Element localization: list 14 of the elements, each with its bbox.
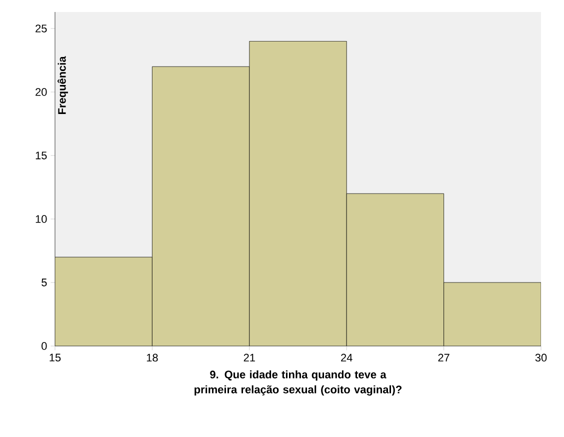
x-tick-label: 18 <box>146 354 158 362</box>
x-tick-label: 21 <box>244 354 255 362</box>
y-tick-label: 25 <box>36 24 47 32</box>
x-tick-label: 24 <box>341 354 352 362</box>
y-tick-label: 20 <box>36 88 47 96</box>
y-tick-label: 5 <box>42 278 47 286</box>
y-tick-label: 0 <box>42 342 47 350</box>
y-tick-label: 10 <box>36 215 47 223</box>
y-axis-title: Frequência <box>58 56 68 114</box>
x-tick-label: 27 <box>438 354 450 362</box>
x-axis-title: 9. Que idade tinha quando teve a primeira relação sexual (coito vaginal)? <box>194 370 402 396</box>
x-tick-label: 30 <box>535 354 547 362</box>
y-tick-label: 15 <box>36 152 47 160</box>
x-tick-label: 15 <box>50 354 61 362</box>
